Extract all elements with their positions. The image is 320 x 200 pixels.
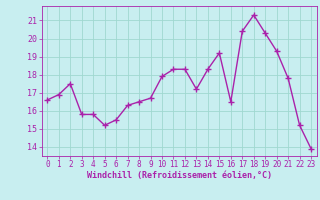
X-axis label: Windchill (Refroidissement éolien,°C): Windchill (Refroidissement éolien,°C) [87, 171, 272, 180]
